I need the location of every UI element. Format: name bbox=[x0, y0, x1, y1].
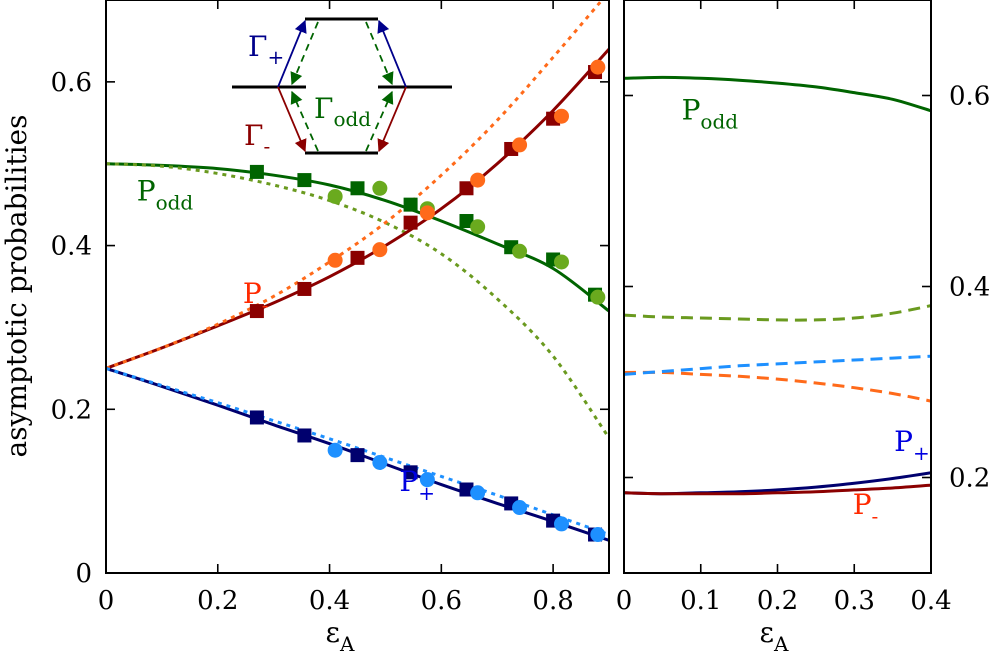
inset-gamma-minus-label: Γ- bbox=[244, 119, 270, 158]
left-y-axis-title: asymptotic probabilities bbox=[0, 115, 33, 458]
right-series-p- bbox=[624, 483, 931, 496]
left-marker-square-2-4 bbox=[459, 181, 474, 196]
right-x-tick-label: 0 bbox=[616, 586, 633, 616]
left-marker-circle-1-0 bbox=[327, 188, 343, 204]
left-labels-group: Podd P- P+ bbox=[137, 175, 435, 506]
left-marker-square-0-3 bbox=[403, 197, 418, 212]
right-labels-group: Podd P+ P- bbox=[682, 93, 930, 527]
right-series-p-dashed bbox=[624, 354, 931, 376]
left-marker-circle-1-5 bbox=[553, 254, 569, 270]
left-marker-square-2-0 bbox=[249, 304, 264, 319]
left-marker-circle-3-3 bbox=[470, 172, 486, 188]
inset-gamma-minus-right-arrow bbox=[377, 86, 407, 153]
right-y-tick-label: 0.2 bbox=[949, 464, 990, 494]
right-label-pplus: P+ bbox=[894, 425, 930, 465]
right-series-p- bbox=[624, 471, 931, 496]
right-ticks-group: 0 0.1 0.2 0.3 0.4 0.2 0.4 0.6 bbox=[616, 0, 990, 616]
left-marker-circle-3-2 bbox=[419, 205, 435, 221]
left-marker-circle-5-5 bbox=[553, 516, 569, 532]
left-marker-circle-1-1 bbox=[372, 180, 388, 196]
left-label-pplus: P+ bbox=[399, 465, 435, 505]
right-series-p-odd-dashed bbox=[624, 304, 931, 322]
left-x-axis-title: εA bbox=[326, 616, 356, 656]
left-panel: 0 0.2 0.4 0.6 0.8 0 0.2 0.4 0.6 Podd P- P+ Γ+ Γ- bbox=[0, 0, 610, 656]
left-marker-circle-1-3 bbox=[470, 219, 486, 235]
right-series-p-dashed bbox=[624, 370, 931, 403]
left-label-pminus: P- bbox=[243, 277, 269, 317]
inset-gamma-plus-right-arrow bbox=[377, 19, 407, 88]
left-series-p-approx bbox=[106, 0, 604, 370]
left-x-tick-label: 0.6 bbox=[421, 586, 462, 616]
inset-gamma-plus-left-arrow bbox=[277, 19, 307, 88]
left-marker-square-2-3 bbox=[403, 215, 418, 230]
right-x-tick-label: 0.2 bbox=[757, 586, 798, 616]
left-x-tick-label: 0.2 bbox=[197, 586, 238, 616]
right-panel: 0 0.1 0.2 0.3 0.4 0.2 0.4 0.6 Podd P+ P- εA bbox=[616, 0, 990, 656]
left-marker-square-4-1 bbox=[297, 428, 312, 443]
left-plot-frame bbox=[105, 0, 610, 574]
left-marker-circle-5-4 bbox=[512, 500, 528, 516]
left-marker-square-4-4 bbox=[459, 482, 474, 497]
left-marker-square-4-3 bbox=[403, 465, 418, 480]
left-marker-circle-3-1 bbox=[372, 242, 388, 258]
right-series-group bbox=[624, 75, 931, 496]
left-x-tick-label: 0.8 bbox=[532, 586, 573, 616]
left-marker-square-2-1 bbox=[297, 281, 312, 296]
right-x-tick-label: 0.4 bbox=[910, 586, 951, 616]
left-marker-circle-1-4 bbox=[512, 243, 528, 259]
inset-gamma-plus-label: Γ+ bbox=[248, 30, 284, 69]
left-marker-square-0-2 bbox=[350, 181, 365, 196]
left-marker-square-4-2 bbox=[350, 448, 365, 463]
left-y-tick-label: 0 bbox=[75, 559, 92, 589]
left-marker-circle-5-0 bbox=[327, 442, 343, 458]
inset-gamma-odd-arrow-3 bbox=[365, 21, 394, 86]
right-label-podd: Podd bbox=[682, 93, 739, 133]
left-marker-circle-3-0 bbox=[327, 252, 343, 268]
inset-gamma-odd-arrow-1 bbox=[290, 21, 319, 86]
inset-gamma-minus-left-arrow bbox=[277, 86, 307, 153]
left-marker-square-0-1 bbox=[297, 173, 312, 188]
left-ticks-group: 0 0.2 0.4 0.6 0.8 0 0.2 0.4 0.6 bbox=[51, 0, 609, 616]
left-markers-group bbox=[249, 59, 606, 543]
left-marker-circle-1-6 bbox=[590, 289, 606, 305]
right-y-tick-label: 0.6 bbox=[949, 82, 990, 112]
inset-gamma-odd-arrow-2 bbox=[290, 90, 319, 152]
left-y-tick-label: 0.6 bbox=[51, 68, 92, 98]
left-marker-square-2-2 bbox=[350, 250, 365, 265]
inset-gamma-odd-label: Γodd bbox=[314, 92, 371, 131]
right-x-axis-title: εA bbox=[760, 616, 790, 656]
left-x-tick-label: 0 bbox=[98, 586, 115, 616]
left-marker-circle-3-6 bbox=[590, 59, 606, 75]
left-marker-circle-5-3 bbox=[470, 485, 486, 501]
left-marker-square-4-0 bbox=[249, 410, 264, 425]
left-marker-circle-5-6 bbox=[590, 527, 606, 543]
left-label-podd: Podd bbox=[137, 175, 194, 215]
left-x-tick-label: 0.4 bbox=[309, 586, 350, 616]
right-y-tick-label: 0.4 bbox=[949, 273, 990, 303]
left-marker-circle-5-1 bbox=[372, 454, 388, 470]
inset-gamma-odd-arrow-4 bbox=[365, 90, 394, 152]
right-series-p-odd bbox=[624, 75, 931, 113]
left-y-tick-label: 0.2 bbox=[51, 395, 92, 425]
left-y-tick-label: 0.4 bbox=[51, 232, 92, 262]
left-marker-circle-5-2 bbox=[419, 472, 435, 488]
left-marker-circle-3-4 bbox=[512, 137, 528, 153]
left-marker-square-0-4 bbox=[459, 214, 474, 229]
right-label-pminus: P- bbox=[853, 488, 879, 528]
left-series-p-approx bbox=[106, 366, 609, 536]
right-x-tick-label: 0.1 bbox=[680, 586, 721, 616]
right-x-tick-label: 0.3 bbox=[834, 586, 875, 616]
level-diagram-inset: Γ+ Γ- Γodd bbox=[232, 17, 452, 158]
left-marker-square-0-0 bbox=[249, 164, 264, 179]
left-marker-circle-3-5 bbox=[553, 108, 569, 124]
